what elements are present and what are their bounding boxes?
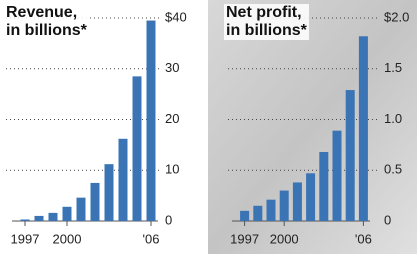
y-tick-label: 1.0 — [384, 111, 402, 126]
x-tick-label: 2000 — [53, 231, 82, 246]
y-tick-label: 0.5 — [384, 162, 402, 177]
bar — [333, 131, 342, 221]
bar — [21, 219, 30, 221]
bar — [359, 36, 368, 221]
x-tick-label: 1997 — [11, 231, 40, 246]
bar — [240, 211, 249, 221]
y-tick-label: 1.5 — [384, 60, 402, 75]
bar — [49, 213, 58, 221]
x-tick-label: '06 — [143, 231, 160, 246]
x-tick-label: 1997 — [230, 231, 259, 246]
y-tick-label: $2.0 — [384, 9, 409, 24]
page: 0 10 20 30 $40 1997 2000 '06 0 0.5 1.0 1.5 $2.0 1997… — [0, 0, 417, 254]
y-tick-label: 30 — [165, 60, 179, 75]
bar — [133, 76, 142, 221]
y-tick-label: 10 — [165, 162, 179, 177]
bar — [105, 164, 114, 221]
y-tick-label: $40 — [165, 9, 187, 24]
bar — [253, 206, 262, 221]
bar — [346, 90, 355, 221]
bar — [306, 173, 315, 221]
y-tick-label: 20 — [165, 111, 179, 126]
x-tick-label: 2000 — [270, 231, 299, 246]
bar — [280, 191, 289, 221]
bar — [35, 216, 44, 221]
chart-title: Net profit, in billions* — [224, 4, 309, 40]
bar — [63, 207, 72, 221]
bar — [119, 139, 128, 221]
chart-title: Revenue, in billions* — [4, 4, 89, 40]
bar — [267, 200, 276, 221]
bar — [77, 198, 86, 221]
bar — [91, 183, 100, 221]
bar — [319, 152, 328, 221]
bar — [147, 21, 156, 221]
y-tick-label: 0 — [165, 212, 172, 227]
x-tick-label: '06 — [355, 231, 372, 246]
y-tick-label: 0 — [384, 212, 391, 227]
bar — [293, 182, 302, 221]
